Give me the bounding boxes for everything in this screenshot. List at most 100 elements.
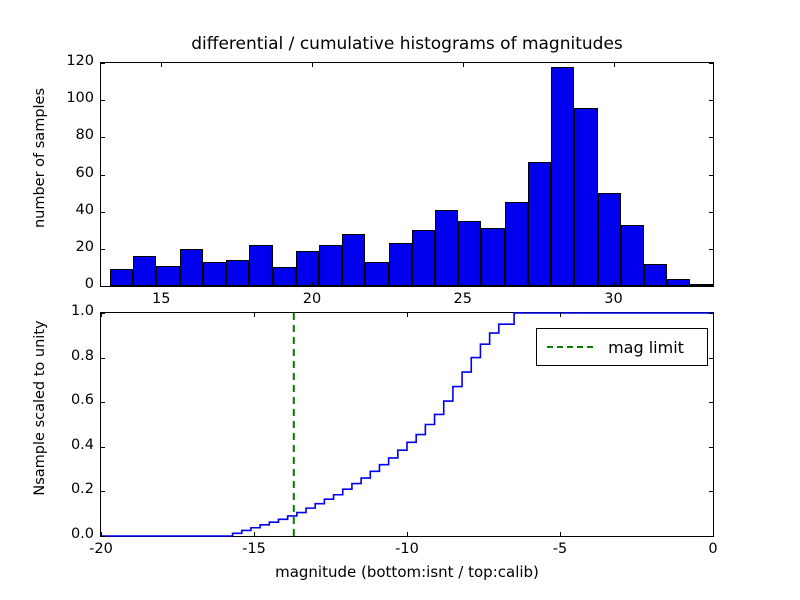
x-tick-mark [560, 313, 561, 317]
x-tick-mark [613, 63, 615, 67]
histogram-bar [272, 267, 296, 286]
y-tick-mark [101, 313, 105, 314]
legend-entry-label: mag limit [608, 337, 684, 357]
y-tick-mark [709, 313, 713, 314]
histogram-bar [342, 233, 366, 286]
cumulative-curve [101, 312, 713, 537]
bottom-panel-x-axis-label: magnitude (bottom:isnt / top:calib) [275, 563, 539, 581]
histogram-bar [667, 278, 691, 286]
legend-box: mag limit [536, 328, 708, 366]
x-tick-mark [161, 282, 163, 286]
dashed-line-icon [547, 346, 593, 348]
y-tick-mark [709, 491, 713, 493]
histogram-bar [411, 230, 436, 286]
x-tick-mark [312, 63, 314, 67]
x-tick-label: 15 [152, 291, 171, 307]
x-tick-label: 25 [453, 291, 472, 307]
y-tick-mark [101, 491, 105, 493]
y-tick-label: 0 [84, 276, 94, 292]
x-tick-label: 30 [604, 291, 623, 307]
y-tick-mark [709, 248, 713, 250]
x-tick-label: -10 [395, 541, 419, 557]
y-tick-label: 20 [75, 238, 94, 255]
histogram-bar [690, 284, 714, 286]
histogram-bar [643, 263, 668, 286]
x-tick-mark [462, 282, 464, 286]
histogram-bar [458, 220, 482, 286]
y-tick-mark [709, 446, 713, 448]
top-panel-y-axis-label: number of samples [32, 87, 48, 229]
histogram-bar [133, 256, 157, 286]
histogram-bar [110, 269, 134, 286]
x-tick-mark [254, 532, 255, 536]
y-tick-mark [709, 100, 713, 102]
y-tick-label: 120 [66, 53, 94, 69]
x-tick-mark [560, 532, 561, 536]
y-tick-mark [709, 211, 713, 213]
y-tick-label: 60 [75, 164, 94, 181]
y-tick-mark [101, 536, 105, 537]
y-tick-label: 80 [75, 127, 94, 144]
y-tick-mark [101, 357, 105, 359]
chart-title: differential / cumulative histograms of … [191, 34, 623, 54]
histogram-bar [481, 228, 505, 286]
histogram-bar [551, 66, 575, 286]
y-tick-label: 100 [66, 90, 94, 107]
x-tick-mark [713, 313, 714, 317]
histogram-bar [318, 245, 343, 286]
histogram-bar [620, 224, 644, 286]
x-tick-label: -15 [242, 541, 266, 557]
y-tick-label: 0.6 [70, 392, 94, 409]
x-tick-mark [101, 313, 102, 317]
histogram-bar [179, 248, 203, 286]
y-tick-label: 40 [75, 201, 94, 218]
x-tick-label: 0 [708, 541, 718, 557]
y-tick-mark [101, 211, 105, 213]
y-tick-mark [709, 536, 713, 537]
y-tick-mark [709, 402, 713, 404]
y-tick-label: 0.0 [70, 526, 94, 542]
y-tick-mark [101, 286, 105, 287]
x-tick-mark [101, 532, 102, 536]
cumulative-step-line [101, 312, 713, 537]
x-tick-mark [613, 282, 615, 286]
y-tick-label: 0.8 [70, 347, 94, 364]
x-tick-mark [407, 313, 408, 317]
y-tick-label: 0.4 [70, 436, 94, 453]
histogram-bar [504, 202, 528, 286]
y-tick-label: 1.0 [70, 303, 94, 319]
histogram-bar [249, 245, 273, 286]
x-tick-mark [407, 532, 408, 536]
histogram-bar [156, 265, 180, 286]
x-tick-label: -20 [89, 541, 113, 557]
y-tick-mark [101, 174, 105, 176]
histogram-bar [435, 209, 459, 286]
y-tick-mark [101, 248, 105, 250]
y-tick-mark [709, 357, 713, 359]
histogram-bar [527, 161, 552, 286]
histogram-bar [365, 261, 389, 286]
histogram-bar [597, 193, 621, 286]
x-tick-mark [161, 63, 163, 67]
histogram-bar [574, 107, 598, 286]
y-tick-mark [709, 286, 713, 287]
x-tick-mark [713, 532, 714, 536]
histogram-bar [202, 261, 227, 286]
y-tick-mark [709, 174, 713, 176]
y-tick-mark [101, 100, 105, 102]
histogram-bar [226, 259, 250, 286]
x-tick-label: -5 [552, 541, 568, 557]
histogram-bar [295, 250, 319, 286]
x-tick-mark [312, 282, 314, 286]
x-tick-label: 20 [302, 291, 322, 307]
y-tick-mark [709, 137, 713, 139]
bottom-panel-y-axis-label: Nsample scaled to unity [32, 320, 48, 496]
histogram-bars [101, 63, 714, 286]
x-tick-mark [462, 63, 464, 67]
y-tick-mark [101, 446, 105, 448]
y-tick-mark [101, 63, 105, 64]
top-panel-plot-area [100, 62, 714, 287]
y-tick-mark [101, 137, 105, 139]
y-tick-label: 0.2 [70, 481, 94, 498]
